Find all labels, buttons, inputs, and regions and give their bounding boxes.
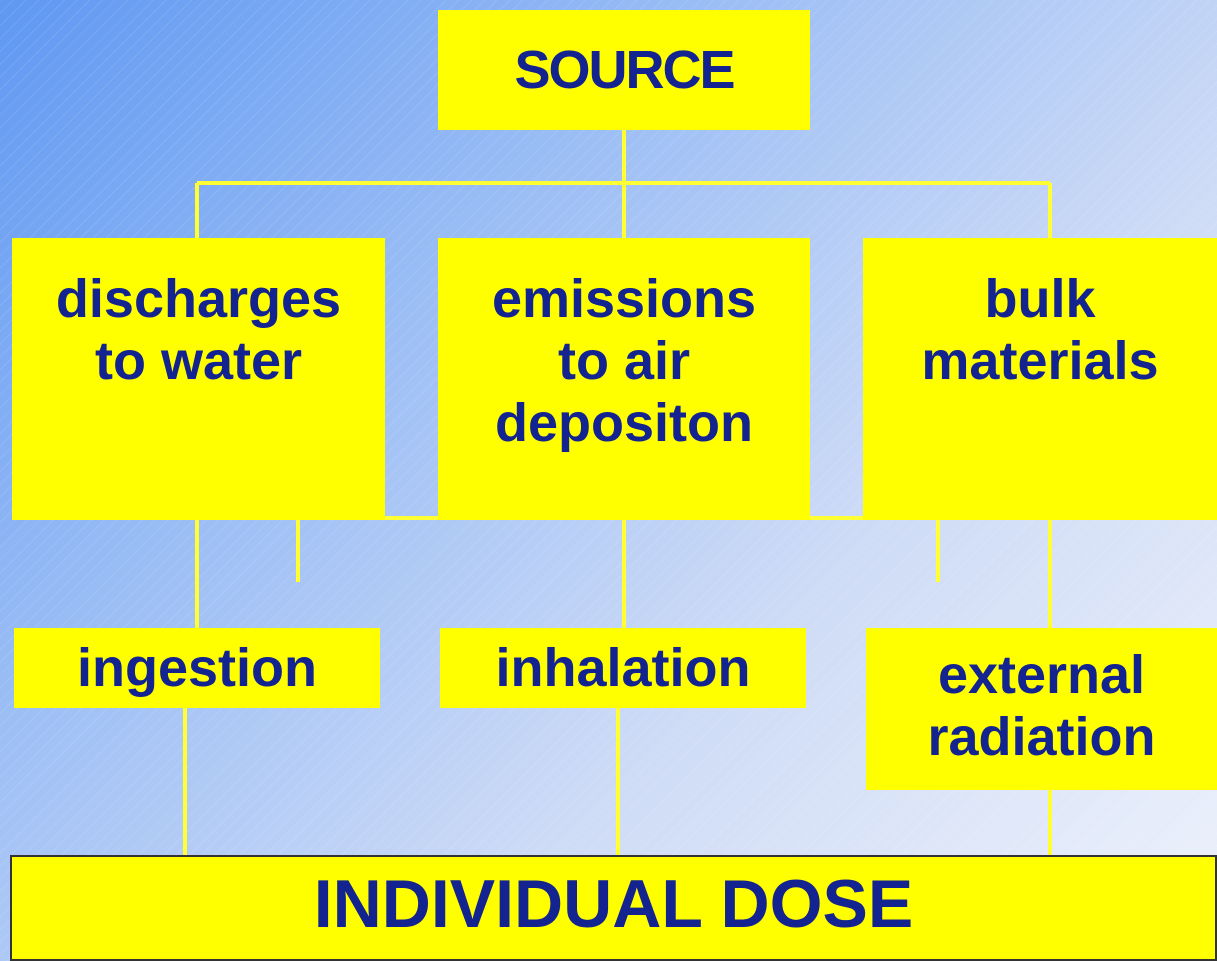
bulk-box: bulk materials bbox=[863, 238, 1217, 520]
node-label: bulk bbox=[984, 269, 1096, 329]
individual-dose-box: INDIVIDUAL DOSE bbox=[10, 855, 1217, 961]
discharges-box: discharges to water bbox=[12, 238, 385, 520]
node-label: external bbox=[937, 645, 1146, 705]
node-label: ingestion bbox=[77, 638, 317, 698]
node-label: emissions bbox=[491, 269, 757, 329]
node-label: INDIVIDUAL DOSE bbox=[313, 866, 914, 942]
emissions-box: emissions to air depositon bbox=[438, 238, 810, 520]
external-radiation-box: external radiation bbox=[866, 628, 1217, 790]
source-box: SOURCE bbox=[438, 10, 810, 130]
node-label: to air bbox=[557, 331, 691, 391]
node-label: SOURCE bbox=[514, 40, 735, 100]
node-label: inhalation bbox=[495, 638, 751, 698]
node-label: radiation bbox=[927, 707, 1156, 767]
inhalation-box: inhalation bbox=[440, 628, 806, 708]
ingestion-box: ingestion bbox=[14, 628, 380, 708]
node-label: depositon bbox=[495, 393, 753, 453]
node-label: discharges bbox=[55, 269, 342, 329]
node-label: to water bbox=[94, 331, 303, 391]
node-label: materials bbox=[921, 331, 1159, 391]
